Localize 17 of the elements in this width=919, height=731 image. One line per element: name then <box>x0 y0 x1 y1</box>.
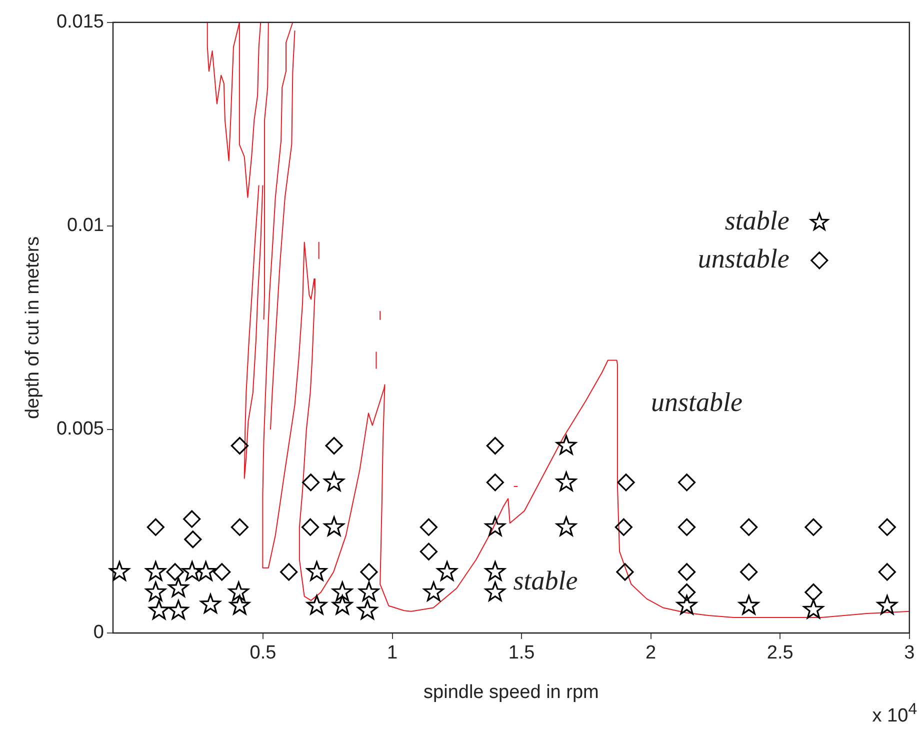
x-tick-label: 2.5 <box>766 642 794 664</box>
y-axis-title: depth of cut in meters <box>22 236 44 420</box>
y-tick-label: 0.015 <box>56 12 104 33</box>
text: x 10$^{4}$ <box>872 701 917 728</box>
x-tick-label: 0.5 <box>250 642 276 664</box>
annotation: stable <box>513 565 578 596</box>
legend-label: stable <box>724 205 790 236</box>
x-tick-label: 1 <box>386 642 398 664</box>
x-tick-label: 3 <box>904 642 915 664</box>
y-tick-label: 0.01 <box>67 215 104 236</box>
legend-label: unstable <box>698 243 790 274</box>
x-axis-title: spindle speed in rpm <box>424 682 599 703</box>
x-tick-label: 2 <box>646 642 656 664</box>
y-tick-label: 0 <box>93 622 104 644</box>
y-tick-label: 0.005 <box>56 418 104 440</box>
annotation: unstable <box>651 387 743 418</box>
x-tick-label: 1.5 <box>508 642 535 664</box>
